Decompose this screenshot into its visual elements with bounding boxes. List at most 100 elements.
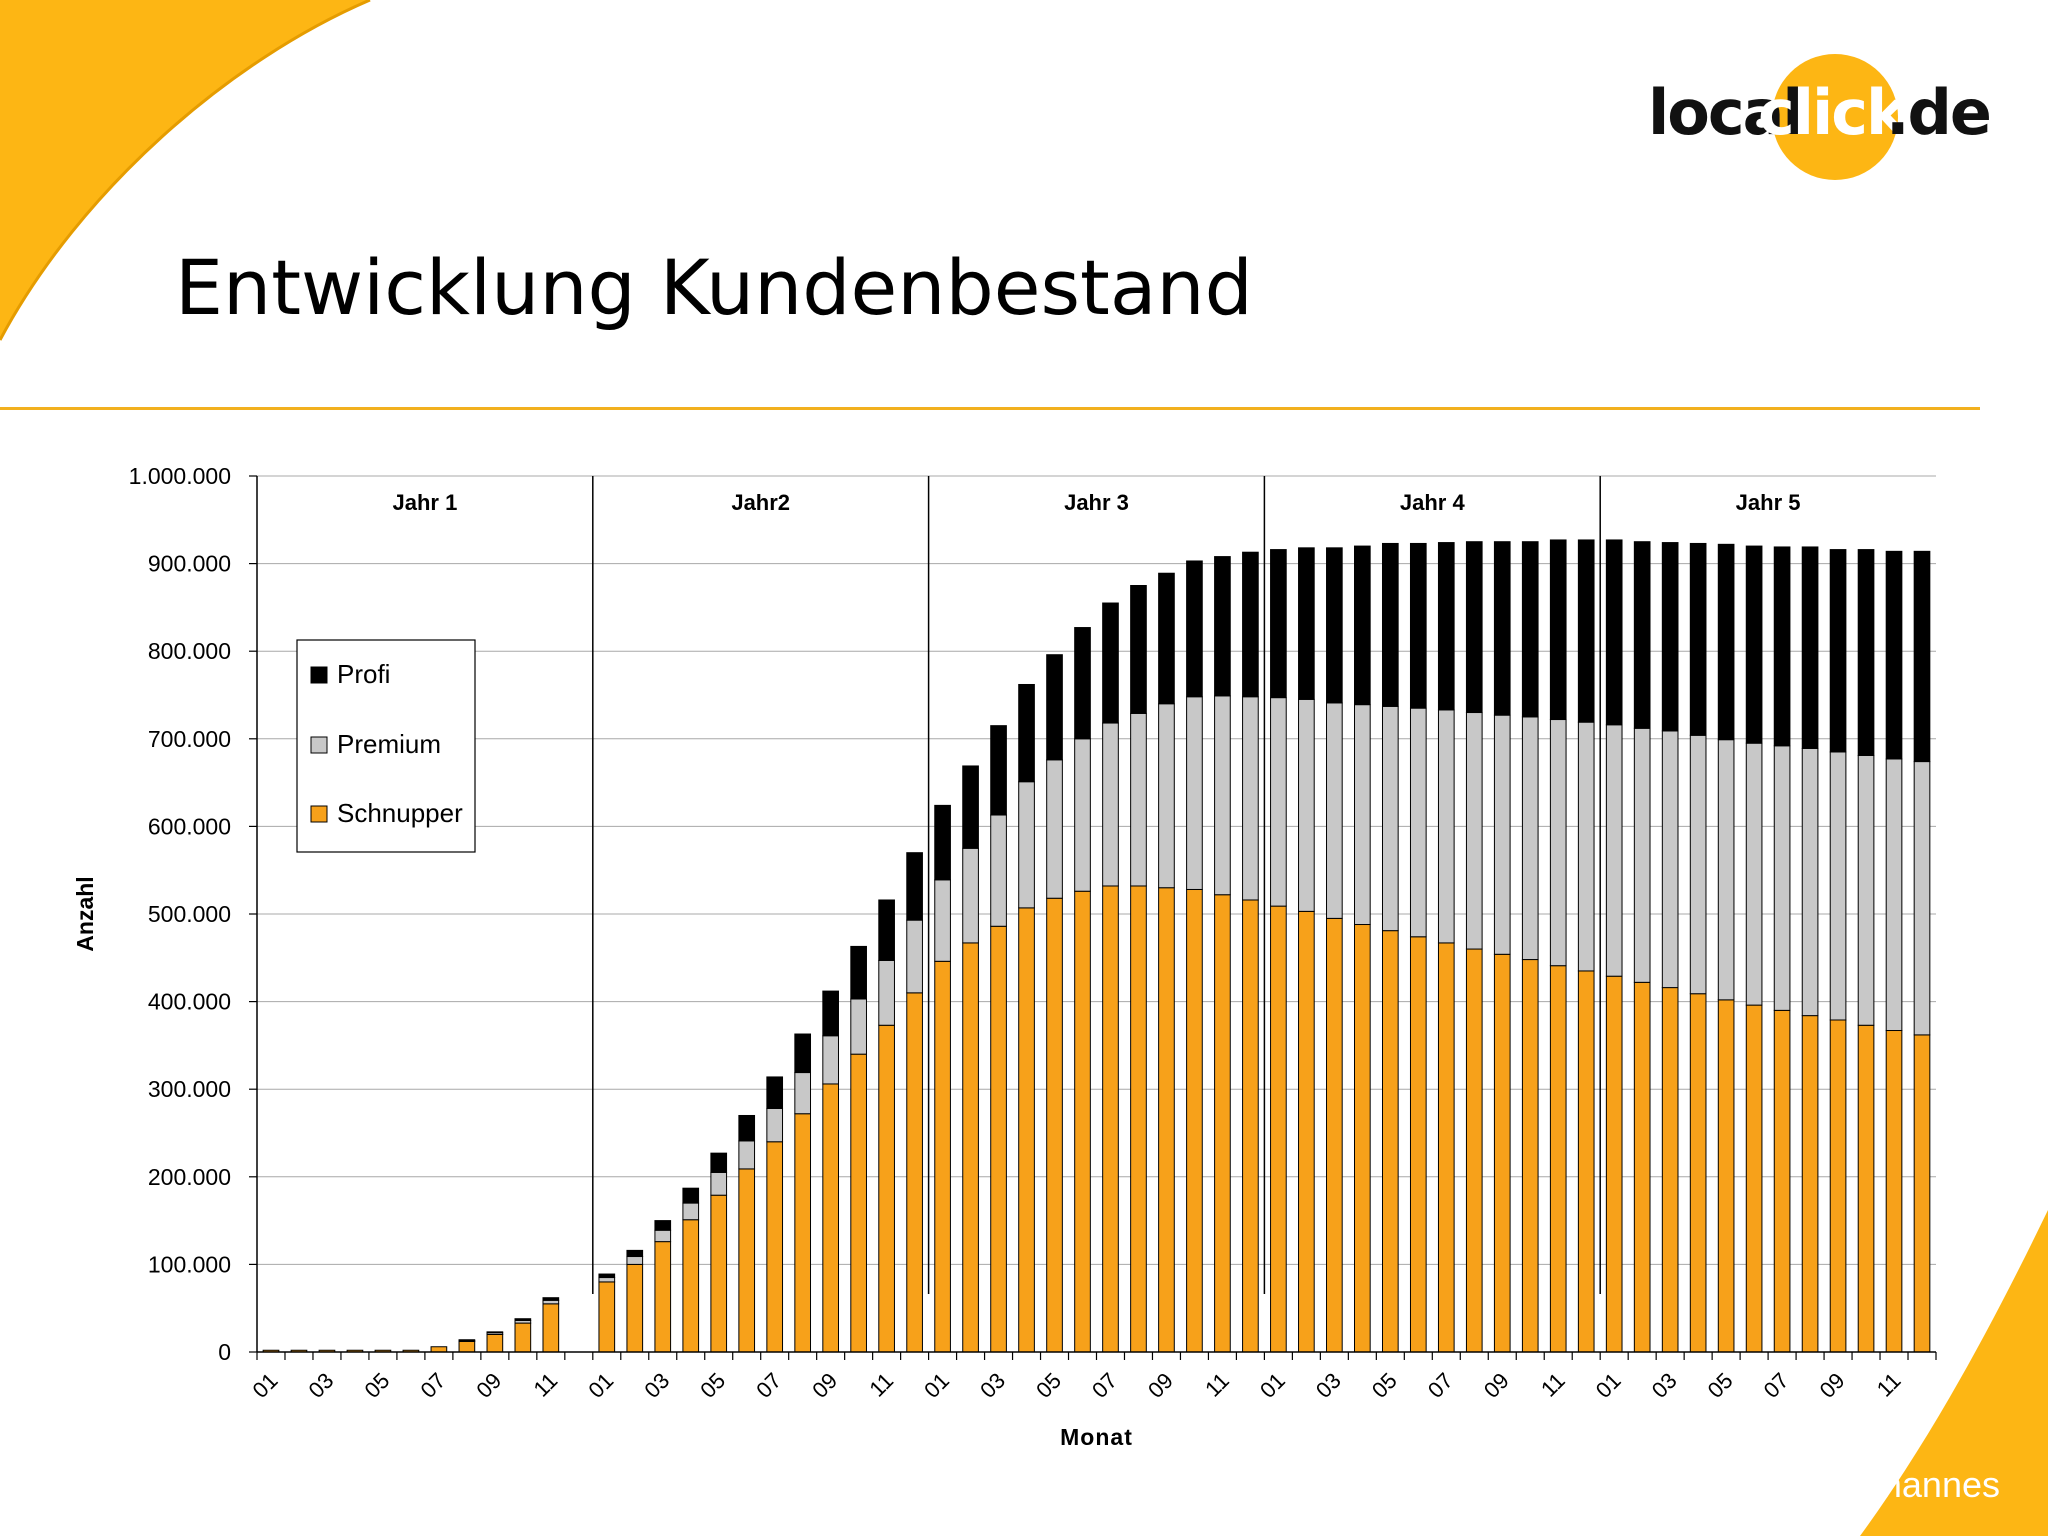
bar-premium xyxy=(766,1107,784,1143)
bar-premium xyxy=(1885,758,1903,1032)
bar-profi xyxy=(1829,549,1847,753)
logo-text-local: local xyxy=(1648,76,1804,149)
bar-profi xyxy=(1130,585,1147,714)
bar-premium xyxy=(878,959,895,1026)
bar-schnupper xyxy=(1018,907,1035,1353)
legend-swatch-premium xyxy=(310,736,328,754)
legend-swatch-schnupper xyxy=(310,805,328,823)
bar-premium xyxy=(542,1299,560,1305)
bar-schnupper xyxy=(850,1053,867,1353)
bottom-right-swoosh xyxy=(1860,1210,2048,1536)
bar-premium xyxy=(1773,745,1791,1011)
x-tick-label: 11 xyxy=(864,1368,898,1402)
bar-profi xyxy=(1605,539,1623,726)
x-tick-label: 05 xyxy=(695,1368,730,1403)
bar-schnupper xyxy=(738,1168,756,1353)
x-tick-label: 09 xyxy=(1815,1368,1850,1403)
bar-schnupper xyxy=(1549,965,1567,1353)
x-tick-label: 05 xyxy=(359,1368,394,1403)
bar-profi xyxy=(598,1273,616,1279)
bar-profi xyxy=(878,899,895,961)
x-tick-label: 07 xyxy=(1423,1368,1458,1403)
bar-profi xyxy=(794,1033,812,1074)
x-tick-label: 09 xyxy=(471,1368,506,1403)
bar-schnupper xyxy=(1046,897,1063,1353)
bar-schnupper xyxy=(486,1333,504,1353)
bar-profi xyxy=(1549,539,1567,721)
year-label: Jahr 5 xyxy=(1736,490,1801,515)
legend-swatch-profi xyxy=(310,666,328,684)
year-label: Jahr 4 xyxy=(1400,490,1466,515)
bar-premium xyxy=(1549,719,1567,967)
bar-premium xyxy=(1745,742,1763,1006)
bar-premium xyxy=(1046,759,1063,899)
bar-premium xyxy=(1242,696,1259,901)
bar-profi xyxy=(766,1076,784,1109)
bar-premium xyxy=(850,998,867,1055)
bar-schnupper xyxy=(1857,1024,1875,1353)
bar-premium xyxy=(654,1229,672,1243)
bar-profi xyxy=(1326,547,1343,704)
x-tick-label: 11 xyxy=(1200,1368,1234,1402)
bar-profi xyxy=(626,1249,644,1258)
bar-premium xyxy=(794,1072,812,1115)
bar-profi xyxy=(1521,541,1539,718)
y-tick-label: 900.000 xyxy=(148,551,231,577)
author-name: Johannes xyxy=(1843,1464,2000,1505)
year-label: Jahr 1 xyxy=(392,490,457,515)
x-tick-label: 11 xyxy=(529,1368,563,1402)
bar-schnupper xyxy=(1745,1004,1763,1353)
bar-schnupper xyxy=(1829,1019,1847,1353)
x-tick-label: 07 xyxy=(415,1368,450,1403)
bar-profi xyxy=(1661,542,1679,732)
bar-profi xyxy=(542,1297,560,1301)
y-tick-label: 0 xyxy=(218,1339,231,1365)
bar-premium xyxy=(1913,761,1931,1036)
bar-schnupper xyxy=(626,1263,644,1353)
logo-text-click: click xyxy=(1758,76,1907,149)
bar-premium xyxy=(1605,724,1623,977)
bar-profi xyxy=(1298,547,1315,700)
bar-premium xyxy=(738,1140,756,1170)
x-tick-label: 07 xyxy=(751,1368,786,1403)
bar-profi xyxy=(1885,550,1903,760)
bar-schnupper xyxy=(1465,948,1483,1353)
bar-schnupper xyxy=(822,1083,839,1353)
y-tick-label: 600.000 xyxy=(148,813,231,839)
x-tick-label: 11 xyxy=(1872,1368,1906,1402)
y-tick-label: 100.000 xyxy=(148,1251,231,1277)
bar-premium xyxy=(1074,738,1091,892)
top-left-swoosh xyxy=(0,0,370,340)
x-tick-label: 01 xyxy=(1255,1368,1290,1403)
x-tick-label: 01 xyxy=(919,1368,954,1403)
bar-profi xyxy=(934,804,951,881)
bar-schnupper xyxy=(794,1113,812,1353)
x-axis-title: Monat xyxy=(1060,1424,1133,1450)
bar-premium xyxy=(906,919,923,994)
bar-profi xyxy=(1689,542,1707,736)
bar-premium xyxy=(1465,712,1483,950)
bar-profi xyxy=(822,990,839,1037)
y-axis-title: Anzahl xyxy=(72,876,98,951)
bar-premium xyxy=(1354,704,1371,926)
bar-profi xyxy=(1354,545,1371,706)
bar-premium xyxy=(1689,734,1707,995)
bar-schnupper xyxy=(1493,953,1511,1353)
bar-schnupper xyxy=(1074,890,1091,1353)
bar-profi xyxy=(1577,539,1595,723)
bar-schnupper xyxy=(1437,942,1455,1353)
bar-profi xyxy=(1493,541,1511,716)
bar-premium xyxy=(1493,714,1511,955)
bar-profi xyxy=(1745,545,1763,744)
bar-premium xyxy=(710,1171,728,1196)
x-tick-label: 03 xyxy=(975,1368,1010,1403)
bar-schnupper xyxy=(1521,959,1539,1353)
x-tick-label: 01 xyxy=(248,1368,283,1403)
bar-profi xyxy=(1801,546,1819,749)
bar-premium xyxy=(1018,781,1035,909)
bar-profi xyxy=(514,1318,532,1321)
logo-circle xyxy=(1772,54,1898,180)
bar-schnupper xyxy=(1326,917,1343,1353)
bar-premium xyxy=(934,879,951,962)
